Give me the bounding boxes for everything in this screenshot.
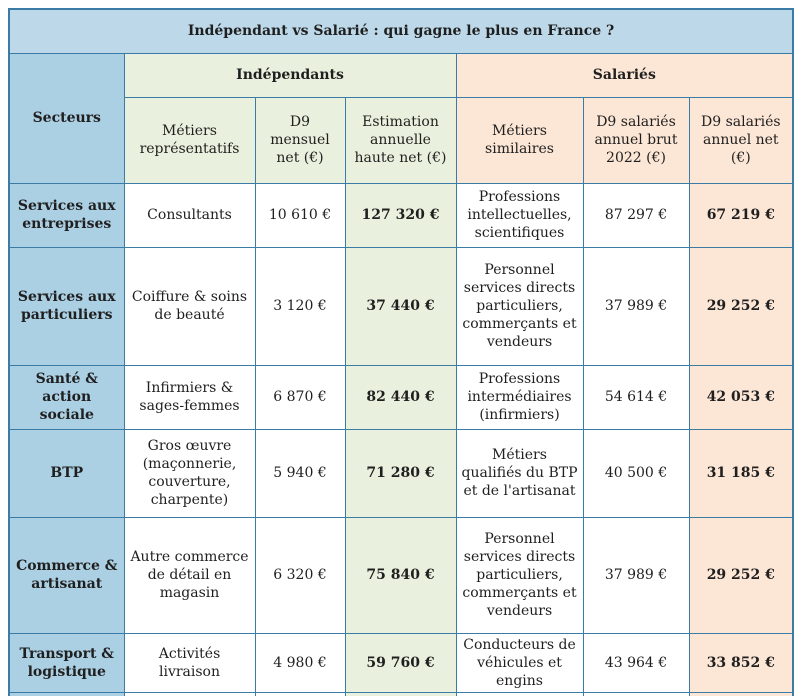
cell-estimation-annuelle: 71 280 € — [344, 428, 457, 518]
cell-d9-salarie-net: 29 252 € — [688, 246, 794, 366]
cell-metier-independant: Infirmiers & sages-femmes — [123, 364, 256, 430]
cell-d9-salarie-brut: 37 989 € — [582, 246, 690, 366]
cell-d9-salarie-net: 31 185 € — [688, 428, 794, 518]
cell-estimation-annuelle: 75 840 € — [344, 516, 457, 634]
cell-metier-independant: Coiffure & soins de beauté — [123, 246, 256, 366]
cell-d9-salarie-brut — [582, 692, 690, 696]
table-row: Commerce & artisanat Autre commerce de d… — [8, 516, 794, 634]
table-row: BTP Gros œuvre (maçonnerie, couverture, … — [8, 428, 794, 518]
cell-d9-mensuel-net: 4 980 € — [254, 632, 346, 694]
table-row: Services aux particuliers Coiffure & soi… — [8, 246, 794, 366]
cell-metier-similaire: Personnel services directs particuliers,… — [455, 516, 584, 634]
cell-d9-salarie-net: 42 053 € — [688, 364, 794, 430]
column-header-estimation-annuelle: Estimation annuelle haute net (€) — [344, 96, 457, 184]
title-row: Indépendant vs Salarié : qui gagne le pl… — [8, 8, 794, 54]
cell-metier-similaire: Professions intellectuelles, scientifiqu… — [455, 182, 584, 248]
cell-estimation-annuelle: 37 440 € — [344, 246, 457, 366]
cell-sector: Transport & logistique — [8, 632, 125, 694]
cell-d9-salarie-brut: 87 297 € — [582, 182, 690, 248]
table-row-clipped — [8, 692, 794, 696]
subheader-row: Métiers représentatifs D9 mensuel net (€… — [9, 96, 794, 184]
comparison-table: Indépendant vs Salarié : qui gagne le pl… — [8, 8, 795, 696]
cell-d9-mensuel-net: 6 320 € — [254, 516, 346, 634]
group-header-salaries: Salariés — [455, 52, 794, 98]
column-header-d9-salaries-net: D9 salariés annuel net (€) — [688, 96, 794, 184]
cell-metier-independant: Gros œuvre (maçonnerie, couverture, char… — [123, 428, 256, 518]
cell-d9-mensuel-net: 5 940 € — [254, 428, 346, 518]
cell-d9-salarie-brut: 43 964 € — [582, 632, 690, 694]
column-header-secteurs: Secteurs — [8, 52, 125, 184]
group-header-independants: Indépendants — [123, 52, 457, 98]
cell-d9-mensuel-net: 6 870 € — [254, 364, 346, 430]
column-header-metiers-similaires: Métiers similaires — [455, 96, 584, 184]
cell-d9-mensuel-net: 10 610 € — [254, 182, 346, 248]
page-title: Indépendant vs Salarié : qui gagne le pl… — [8, 8, 794, 54]
cell-metier-similaire — [455, 692, 584, 696]
column-header-d9-salaries-brut: D9 salariés annuel brut 2022 (€) — [582, 96, 690, 184]
cell-d9-mensuel-net: 3 120 € — [254, 246, 346, 366]
cell-metier-independant: Consultants — [123, 182, 256, 248]
cell-estimation-annuelle — [344, 692, 457, 696]
cell-sector: Services aux particuliers — [8, 246, 125, 366]
cell-d9-salarie-brut: 40 500 € — [582, 428, 690, 518]
cell-d9-mensuel-net — [254, 692, 346, 696]
cell-sector: Commerce & artisanat — [8, 516, 125, 634]
cell-d9-salarie-net: 67 219 € — [688, 182, 794, 248]
table-row: Transport & logistique Activités livrais… — [8, 632, 794, 694]
cell-metier-similaire: Professions intermédiaires (infirmiers) — [455, 364, 584, 430]
cell-metier-similaire: Métiers qualifiés du BTP et de l'artisan… — [455, 428, 584, 518]
cell-metier-similaire: Personnel services directs particuliers,… — [455, 246, 584, 366]
cell-d9-salarie-net — [688, 692, 794, 696]
cell-sector: Santé & action sociale — [8, 364, 125, 430]
cell-estimation-annuelle: 127 320 € — [344, 182, 457, 248]
group-header-row: Secteurs Indépendants Salariés — [8, 52, 794, 184]
column-header-metiers-representatifs: Métiers représentatifs — [123, 96, 256, 184]
cell-estimation-annuelle: 59 760 € — [344, 632, 457, 694]
column-header-d9-mensuel-net: D9 mensuel net (€) — [254, 96, 346, 184]
cell-metier-independant — [123, 692, 256, 696]
cell-sector: Services aux entreprises — [8, 182, 125, 248]
cell-d9-salarie-net: 29 252 € — [688, 516, 794, 634]
cell-d9-salarie-brut: 37 989 € — [582, 516, 690, 634]
cell-d9-salarie-brut: 54 614 € — [582, 364, 690, 430]
cell-d9-salarie-net: 33 852 € — [688, 632, 794, 694]
cell-metier-independant: Activités livraison — [123, 632, 256, 694]
table-row: Services aux entreprises Consultants 10 … — [8, 182, 794, 248]
cell-metier-similaire: Conducteurs de véhicules et engins — [455, 632, 584, 694]
table-row: Santé & action sociale Infirmiers & sage… — [8, 364, 794, 430]
cell-sector: BTP — [8, 428, 125, 518]
cell-metier-independant: Autre commerce de détail en magasin — [123, 516, 256, 634]
cell-estimation-annuelle: 82 440 € — [344, 364, 457, 430]
cell-sector — [8, 692, 125, 696]
